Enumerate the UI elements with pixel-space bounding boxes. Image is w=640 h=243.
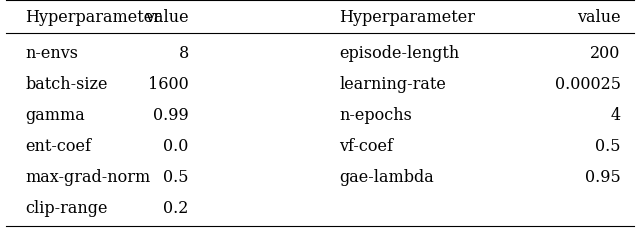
Text: episode-length: episode-length: [339, 45, 460, 62]
Text: 0.5: 0.5: [163, 169, 189, 186]
Text: value: value: [577, 9, 621, 26]
Text: n-envs: n-envs: [26, 45, 79, 62]
Text: 4: 4: [611, 107, 621, 124]
Text: 8: 8: [179, 45, 189, 62]
Text: 0.95: 0.95: [585, 169, 621, 186]
Text: 200: 200: [591, 45, 621, 62]
Text: Hyperparameter: Hyperparameter: [26, 9, 161, 26]
Text: 0.2: 0.2: [163, 200, 189, 217]
Text: 0.5: 0.5: [595, 138, 621, 155]
Text: 0.00025: 0.00025: [555, 76, 621, 93]
Text: value: value: [145, 9, 189, 26]
Text: 1600: 1600: [148, 76, 189, 93]
Text: n-epochs: n-epochs: [339, 107, 412, 124]
Text: clip-range: clip-range: [26, 200, 108, 217]
Text: batch-size: batch-size: [26, 76, 108, 93]
Text: 0.99: 0.99: [153, 107, 189, 124]
Text: learning-rate: learning-rate: [339, 76, 446, 93]
Text: gae-lambda: gae-lambda: [339, 169, 434, 186]
Text: ent-coef: ent-coef: [26, 138, 92, 155]
Text: vf-coef: vf-coef: [339, 138, 393, 155]
Text: Hyperparameter: Hyperparameter: [339, 9, 476, 26]
Text: 0.0: 0.0: [163, 138, 189, 155]
Text: max-grad-norm: max-grad-norm: [26, 169, 151, 186]
Text: gamma: gamma: [26, 107, 85, 124]
